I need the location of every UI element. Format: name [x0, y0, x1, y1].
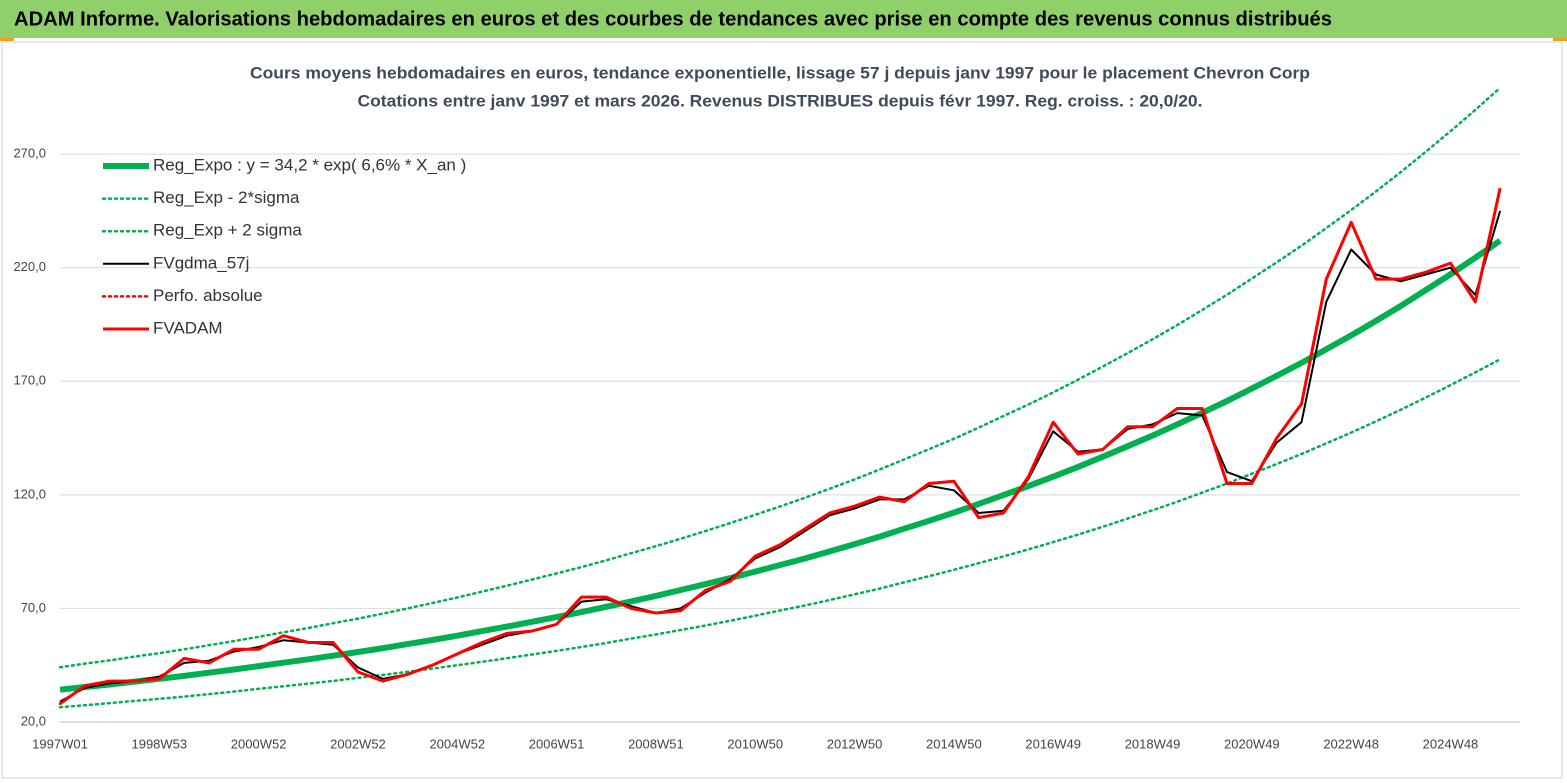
- legend-label: Perfo. absolue: [153, 286, 263, 305]
- legend-label: FVADAM: [153, 318, 223, 337]
- header-bar: [0, 0, 1567, 38]
- series-line: [59, 187, 1502, 706]
- header-accent: [0, 38, 14, 41]
- x-tick-label: 1998W53: [131, 736, 187, 751]
- legend-label: FVgdma_57j: [153, 253, 249, 272]
- x-tick-label: 2008W51: [628, 736, 684, 751]
- x-tick-label: 2024W48: [1423, 736, 1479, 751]
- x-tick-label: 2012W50: [827, 736, 883, 751]
- y-tick-label: 20,0: [21, 713, 46, 728]
- y-tick-label: 220,0: [13, 259, 46, 274]
- legend-label: Reg_Exp - 2*sigma: [153, 188, 300, 207]
- page-title: ADAM Informe. Valorisations hebdomadaire…: [14, 8, 1332, 30]
- x-tick-label: 2018W49: [1125, 736, 1181, 751]
- y-tick-label: 70,0: [21, 600, 46, 615]
- x-tick-label: 2006W51: [529, 736, 585, 751]
- x-tick-label: 2000W52: [231, 736, 287, 751]
- y-tick-label: 120,0: [13, 486, 46, 501]
- series-line: [58, 358, 1502, 709]
- x-tick-label: 2022W48: [1323, 736, 1379, 751]
- x-tick-label: 1997W01: [32, 736, 88, 751]
- x-tick-label: 2010W50: [727, 736, 783, 751]
- x-tick-label: 2016W49: [1025, 736, 1081, 751]
- chart-title: Cours moyens hebdomadaires en euros, ten…: [250, 63, 1310, 82]
- legend-label: Reg_Exp + 2 sigma: [153, 221, 302, 240]
- header-accent: [1553, 38, 1567, 41]
- x-tick-label: 2014W50: [926, 736, 982, 751]
- y-tick-label: 270,0: [13, 146, 46, 161]
- y-tick-label: 170,0: [13, 373, 46, 388]
- series-line: [58, 86, 1502, 669]
- chart-frame: [1, 41, 1563, 779]
- x-tick-label: 2004W52: [429, 736, 485, 751]
- chart-subtitle: Cotations entre janv 1997 et mars 2026. …: [358, 91, 1203, 110]
- legend-label: Reg_Expo : y = 34,2 * exp( 6,6% * X_an ): [153, 155, 466, 174]
- series-line: [59, 238, 1502, 693]
- x-tick-label: 2020W49: [1224, 736, 1280, 751]
- x-tick-label: 2002W52: [330, 736, 386, 751]
